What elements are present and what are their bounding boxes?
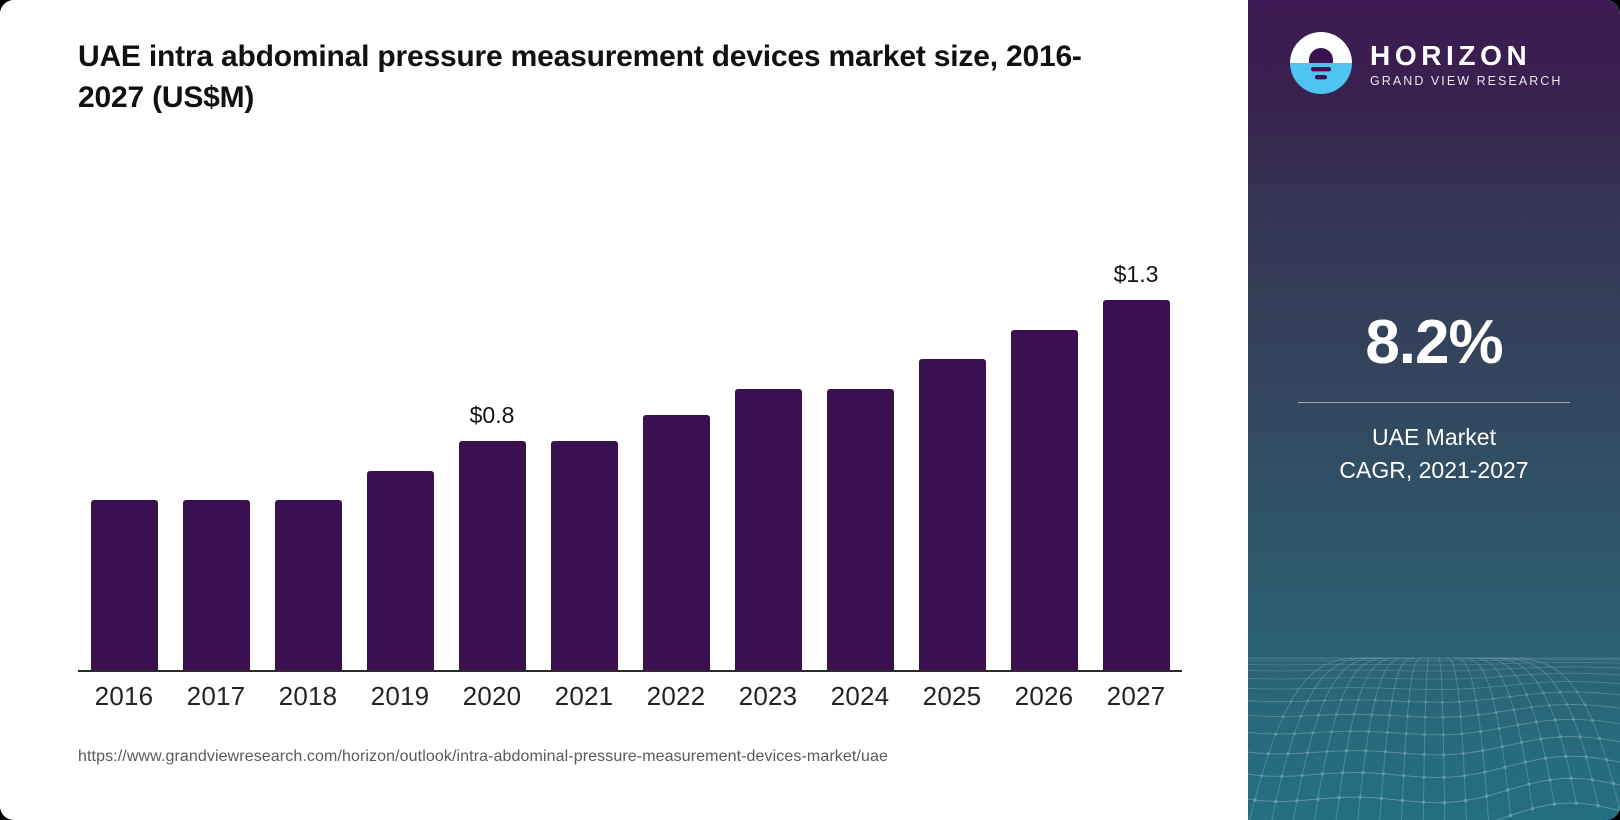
brand-logo: HORIZON GRAND VIEW RESEARCH [1290,32,1562,94]
brand-logo-text: HORIZON GRAND VIEW RESEARCH [1370,39,1562,88]
x-axis-line [78,670,1182,672]
bar-value-label: $0.8 [469,402,515,428]
bar-slot[interactable]: $1.3 [1090,160,1182,672]
x-tick-2017: 2017 [186,681,246,711]
cagr-caption: UAE Market CAGR, 2021-2027 [1248,421,1620,488]
bar-slot[interactable] [354,160,446,672]
x-tick-2020: 2020 [462,681,522,711]
x-tick-2019: 2019 [370,681,430,711]
brand-wordmark: HORIZON [1370,39,1532,71]
bar-slot[interactable] [262,160,354,672]
bar-2016[interactable] [90,500,158,672]
bar-2022[interactable] [642,415,710,672]
bar-value-label: $1.3 [1113,261,1159,287]
x-tick-2023: 2023 [738,681,798,711]
perspective-grid-decoration-icon [1248,657,1620,820]
x-tick-2026: 2026 [1014,681,1074,711]
brand-tagline: GRAND VIEW RESEARCH [1370,73,1563,88]
bar-2026[interactable] [1010,330,1078,672]
sidebar-inner: HORIZON GRAND VIEW RESEARCH 8.2% UAE Mar… [1248,0,1620,820]
bar-2021[interactable] [550,441,618,672]
x-tick-2021: 2021 [554,681,614,711]
bar-slot[interactable]: $0.8 [446,160,538,672]
bar-2025[interactable] [918,359,986,672]
brand-sidebar: HORIZON GRAND VIEW RESEARCH 8.2% UAE Mar… [1248,0,1620,820]
bar-2019[interactable] [366,471,434,672]
bar-slot[interactable] [722,160,814,672]
cagr-stat-block: 8.2% UAE Market CAGR, 2021-2027 [1248,312,1620,488]
cagr-value: 8.2% [1365,308,1503,377]
page-title: UAE intra abdominal pressure measurement… [78,40,1082,115]
bar-slot[interactable] [998,160,1090,672]
x-tick-2022: 2022 [646,681,706,711]
bar-slot[interactable] [906,160,998,672]
chart-panel: UAE intra abdominal pressure measurement… [78,40,1182,765]
x-tick-2027: 2027 [1106,681,1166,711]
source-url[interactable]: https://www.grandviewresearch.com/horizo… [78,748,888,765]
horizon-sunrise-logo-icon [1290,32,1352,94]
x-tick-2016: 2016 [94,681,154,711]
x-tick-2024: 2024 [830,681,890,711]
bar-slot[interactable] [538,160,630,672]
bar-slot[interactable] [78,160,170,672]
x-axis-tick-labels: 2016 2017 2018 2019 2020 2021 2022 2023 2024 2025… [78,681,1182,712]
cagr-caption-line1: UAE Market [1372,424,1496,450]
x-tick-2018: 2018 [278,681,338,711]
bar-2024[interactable] [826,389,894,672]
bar-2027[interactable] [1102,300,1170,672]
bar-2020[interactable] [458,441,526,672]
plot-area: $0.8 $1.3 [78,160,1182,672]
bar-slot[interactable] [814,160,906,672]
bar-slot[interactable] [170,160,262,672]
stat-divider [1298,402,1570,403]
bar-series: $0.8 $1.3 [78,160,1182,672]
x-tick-2025: 2025 [922,681,982,711]
bar-2017[interactable] [182,500,250,672]
bar-slot[interactable] [630,160,722,672]
bar-2018[interactable] [274,500,342,672]
bar-2023[interactable] [734,389,802,672]
cagr-caption-line2: CAGR, 2021-2027 [1339,457,1529,484]
